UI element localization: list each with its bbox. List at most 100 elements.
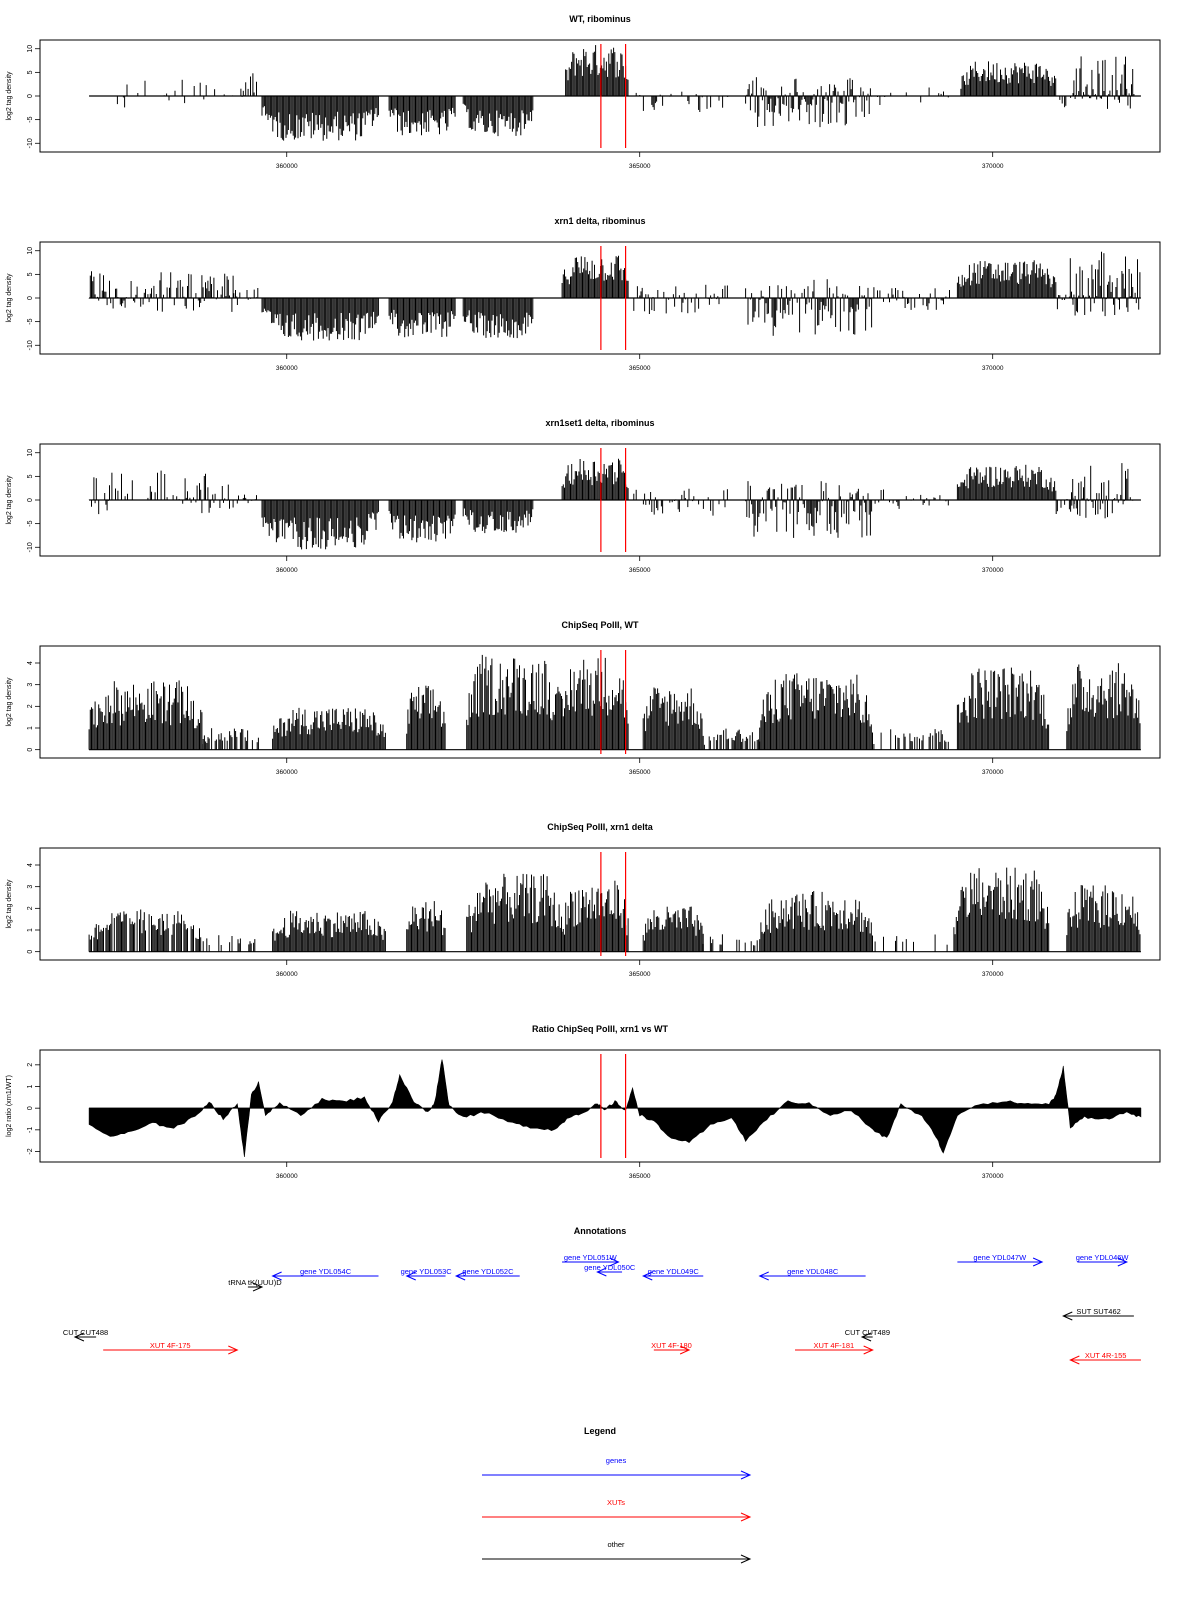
annotation-label: gene YDL054C xyxy=(300,1267,352,1276)
annotation-arrow: gene YDL052C xyxy=(454,1267,520,1281)
annotation-label: gene YDL047W xyxy=(973,1253,1027,1262)
x-tick-label: 370000 xyxy=(982,769,1004,776)
data-segment xyxy=(642,687,704,750)
x-tick-label: 365000 xyxy=(629,567,651,574)
y-axis-label: log2 tag density xyxy=(6,273,13,323)
data-segment xyxy=(201,728,259,750)
x-tick-label: 360000 xyxy=(276,769,298,776)
arrow-head xyxy=(1069,1355,1080,1365)
annotation-label: gene YDL048C xyxy=(787,1267,839,1276)
annotation-label: gene YDL051W xyxy=(564,1253,618,1262)
data-segment xyxy=(745,279,873,336)
plot-frame xyxy=(39,1049,1161,1163)
data-segment xyxy=(88,909,202,952)
data-segment xyxy=(1059,93,1076,108)
annotation-arrow: gene YDL049C xyxy=(642,1267,704,1281)
data-segment xyxy=(466,873,562,952)
y-axis-label: log2 tag density xyxy=(6,879,13,929)
data-segment xyxy=(388,298,456,338)
legend-items: genes XUTs other xyxy=(482,1456,752,1564)
data-segment xyxy=(261,500,379,550)
data-segment xyxy=(202,935,256,952)
x-tick-label: 360000 xyxy=(276,1173,298,1180)
data-segment xyxy=(272,910,386,952)
y-tick-label: -10 xyxy=(27,340,34,350)
annotation-arrow: gene YDL046W xyxy=(1076,1253,1130,1267)
data-segment xyxy=(236,494,259,504)
y-tick-label: 3 xyxy=(27,683,34,687)
y-tick-label: 0 xyxy=(27,1106,34,1110)
annotation-arrow: XUT 4F-181 xyxy=(795,1341,874,1355)
data-segment xyxy=(745,481,873,538)
data-segment xyxy=(633,284,728,314)
data-segment xyxy=(633,488,728,516)
panel-4: ChipSeq PolII, WT log2 tag density 0 1 2 3 4 36… xyxy=(6,620,1161,776)
data-segment xyxy=(702,934,758,952)
annotation-label: SUT SUT462 xyxy=(1076,1307,1120,1316)
data-segment xyxy=(703,728,761,750)
data-segment xyxy=(233,288,259,305)
y-tick-label: -5 xyxy=(27,116,34,122)
y-tick-label: 2 xyxy=(27,704,34,708)
y-tick-label: 5 xyxy=(27,70,34,74)
data-segment xyxy=(462,500,534,534)
annotation-label: gene YDL046W xyxy=(1076,1253,1130,1262)
annotation-arrow: CUT CUT489 xyxy=(845,1328,890,1342)
annotation-label: gene YDL053C xyxy=(401,1267,453,1276)
data-segment xyxy=(1069,251,1141,317)
annotation-label: XUT 4F-180 xyxy=(651,1341,692,1350)
data-segment xyxy=(960,61,1057,96)
y-tick-label: 1 xyxy=(27,928,34,932)
arrow-head xyxy=(1117,1257,1129,1267)
plot-frame xyxy=(39,847,1161,961)
x-tick-label: 360000 xyxy=(276,971,298,978)
annotation-arrow: tRNA tK(UUU)D xyxy=(228,1278,282,1292)
data-segment xyxy=(877,87,949,105)
legend-entry: XUTs xyxy=(482,1498,752,1522)
data-segment xyxy=(745,77,873,128)
annotations-panel: Annotations gene YDL054C gene YDL053C gene… xyxy=(63,1226,1141,1365)
annotation-arrow: gene YDL047W xyxy=(957,1253,1044,1267)
data-segment xyxy=(561,255,629,298)
annotation-items: gene YDL054C gene YDL053C gene YDL052C gene… xyxy=(63,1253,1141,1365)
x-tick-label: 365000 xyxy=(629,769,651,776)
data-segment xyxy=(635,91,730,112)
data-segment xyxy=(874,489,949,509)
panel-1: WT, ribominus log2 tag density -10 -5 0 5 10 36… xyxy=(6,14,1161,170)
data-segment xyxy=(406,901,446,952)
data-segment xyxy=(116,79,234,108)
data-segment xyxy=(1055,497,1075,514)
x-tick-label: 365000 xyxy=(629,971,651,978)
panel-5: ChipSeq PolII, xrn1 delta log2 tag densit… xyxy=(6,822,1161,978)
x-tick-label: 370000 xyxy=(982,567,1004,574)
y-tick-label: 0 xyxy=(27,296,34,300)
arrow-head xyxy=(1032,1257,1044,1267)
data-segment xyxy=(88,271,238,312)
panel-2: xrn1 delta, ribominus log2 tag density -10… xyxy=(6,216,1161,372)
y-tick-label: 2 xyxy=(27,1063,34,1067)
y-tick-label: -10 xyxy=(27,542,34,552)
annotations-title: Annotations xyxy=(574,1226,627,1236)
data-segment xyxy=(561,657,629,750)
data-segment xyxy=(561,458,629,500)
panel-6: Ratio ChipSeq PolII, xrn1 vs WT log2 rati… xyxy=(6,1024,1161,1180)
data-segment xyxy=(1073,56,1135,109)
data-segment xyxy=(388,96,456,136)
arrow-head xyxy=(596,1267,607,1277)
data-segment xyxy=(953,867,1050,952)
annotation-arrow: XUT 4F-175 xyxy=(103,1341,239,1355)
data-segment xyxy=(956,260,1057,298)
x-tick-label: 370000 xyxy=(982,1173,1004,1180)
panel-3: xrn1set1 delta, ribominus log2 tag densit… xyxy=(6,418,1161,574)
panel-title: WT, ribominus xyxy=(569,14,631,24)
panel-title: xrn1set1 delta, ribominus xyxy=(545,418,654,428)
y-tick-label: -1 xyxy=(27,1127,34,1133)
arrow-head xyxy=(1062,1311,1073,1321)
x-tick-label: 365000 xyxy=(629,163,651,170)
legend-label: other xyxy=(607,1540,625,1549)
annotation-arrow: XUT 4R-155 xyxy=(1069,1351,1141,1365)
y-axis-label: log2 tag density xyxy=(6,677,13,727)
panel-title: xrn1 delta, ribominus xyxy=(554,216,645,226)
data-segment xyxy=(261,298,379,341)
y-tick-label: 3 xyxy=(27,885,34,889)
